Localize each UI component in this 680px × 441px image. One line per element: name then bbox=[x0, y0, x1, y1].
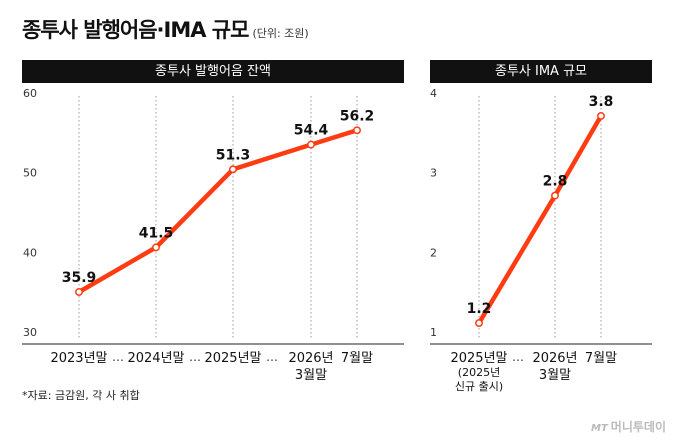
right-axis-break: … bbox=[512, 350, 524, 364]
right-xtick-label: 신규 출시) bbox=[455, 380, 503, 393]
title-text: 종투사 발행어음·IMA 규모 bbox=[22, 18, 249, 42]
right-xtick-label: 2025년말 bbox=[450, 351, 507, 366]
left-data-point bbox=[229, 165, 237, 174]
left-xtick-label: 7월말 bbox=[341, 351, 373, 366]
right-data-label: 1.2 bbox=[467, 301, 492, 317]
chart-title: 종투사 발행어음·IMA 규모 (단위: 조원) bbox=[22, 14, 309, 44]
left-xtick-label: 2023년말 bbox=[50, 351, 107, 366]
right-xtick-label: (2025년 bbox=[458, 366, 500, 379]
right-ytick-label: 2 bbox=[430, 246, 437, 259]
left-data-label: 41.5 bbox=[139, 225, 174, 241]
left-data-label: 51.3 bbox=[216, 147, 251, 163]
left-xtick-label: 3월말 bbox=[295, 368, 327, 383]
left-data-point bbox=[152, 243, 160, 252]
left-axis-break: … bbox=[266, 350, 278, 364]
right-data-label: 2.8 bbox=[543, 174, 568, 190]
right-xtick-label: 3월말 bbox=[539, 368, 571, 383]
left-ytick-label: 30 bbox=[23, 326, 37, 339]
left-axis-break: … bbox=[112, 350, 124, 364]
left-data-label: 56.2 bbox=[340, 108, 375, 124]
brand-mark: MT bbox=[591, 423, 608, 434]
right-data-point bbox=[475, 319, 483, 328]
left-ytick-label: 40 bbox=[23, 246, 37, 259]
right-data-point bbox=[597, 111, 605, 120]
left-panel-header: 종투사 발행어음 잔액 bbox=[22, 60, 404, 83]
left-data-point bbox=[353, 126, 361, 135]
left-ytick-label: 60 bbox=[23, 87, 37, 100]
source-note: *자료: 금감원, 각 사 취합 bbox=[22, 389, 140, 402]
left-data-point bbox=[75, 288, 83, 296]
right-ytick-label: 1 bbox=[430, 326, 437, 339]
brand-name: 머니투데이 bbox=[610, 420, 666, 434]
left-data-label: 54.4 bbox=[294, 123, 329, 139]
right-ytick-label: 4 bbox=[430, 87, 437, 100]
right-data-point bbox=[551, 191, 559, 200]
left-data-label: 35.9 bbox=[62, 270, 97, 286]
brand-logo: MT 머니투데이 bbox=[591, 418, 666, 435]
left-axis-break: … bbox=[189, 350, 201, 364]
left-xtick-label: 2025년말 bbox=[204, 351, 261, 366]
unit-label: (단위: 조원) bbox=[252, 27, 309, 40]
left-xtick-label: 2026년 bbox=[288, 351, 333, 366]
right-xtick-label: 2026년 bbox=[532, 351, 577, 366]
right-data-label: 3.8 bbox=[589, 94, 614, 110]
right-panel-header: 종투사 IMA 규모 bbox=[430, 60, 652, 83]
right-series-line bbox=[476, 113, 604, 326]
left-data-point bbox=[307, 140, 315, 149]
left-ytick-label: 50 bbox=[23, 167, 37, 180]
right-xtick-label: 7월말 bbox=[585, 351, 617, 366]
right-ytick-label: 3 bbox=[430, 167, 437, 180]
left-xtick-label: 2024년말 bbox=[127, 351, 184, 366]
